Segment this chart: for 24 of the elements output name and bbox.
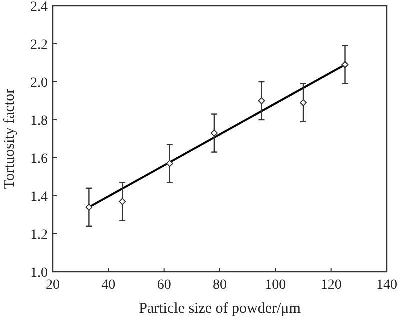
x-tick-label: 120 xyxy=(320,278,342,293)
point xyxy=(300,99,307,106)
y-tick-label: 1.4 xyxy=(30,190,48,205)
y-tick-label: 1.2 xyxy=(30,228,48,243)
y-tick-label: 2.2 xyxy=(30,38,48,53)
point xyxy=(86,204,93,211)
y-axis-title: Tortuosity factor xyxy=(2,88,18,190)
point xyxy=(342,61,349,68)
point xyxy=(258,98,266,104)
x-tick-label: 20 xyxy=(46,278,60,293)
x-tick-label: 80 xyxy=(213,278,227,293)
x-tick-label: 40 xyxy=(102,278,116,293)
y-tick-label: 2.0 xyxy=(30,76,48,91)
y-tick-label: 1.8 xyxy=(30,114,48,129)
y-tick-label: 1.0 xyxy=(30,266,48,281)
x-tick-label: 140 xyxy=(376,278,398,293)
point xyxy=(210,130,218,137)
x-tick-label: 60 xyxy=(157,278,172,293)
point xyxy=(119,198,126,206)
x-tick-label: 100 xyxy=(265,278,286,293)
point xyxy=(166,160,174,168)
y-tick-label: 2.4 xyxy=(30,0,48,15)
x-axis-title: Particle size of powder/μm xyxy=(139,301,302,317)
y-tick-label: 1.6 xyxy=(30,152,48,167)
